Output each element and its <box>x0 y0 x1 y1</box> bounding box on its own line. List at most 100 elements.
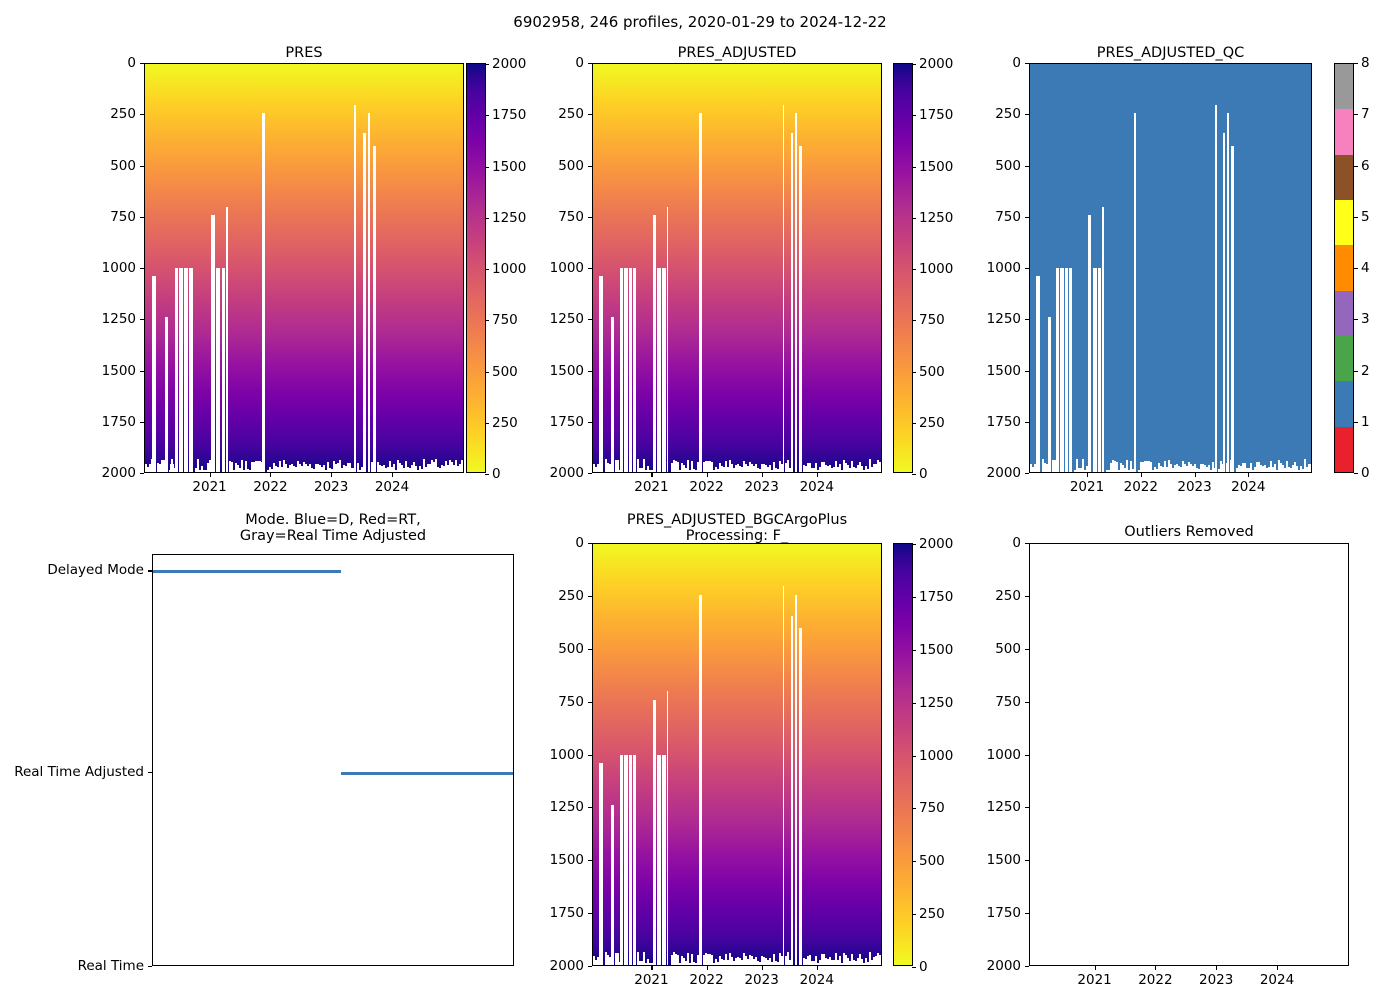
colorbar-tick-mark <box>912 914 916 916</box>
bottom-noise-tick <box>1270 460 1272 472</box>
bottom-noise-tick <box>1242 463 1244 472</box>
bottom-noise-tick <box>671 955 673 965</box>
bottom-noise-tick <box>1222 463 1224 472</box>
bottom-noise-tick <box>1292 465 1294 472</box>
bottom-noise-tick <box>725 461 727 472</box>
bottom-noise-tick <box>651 469 653 472</box>
bottom-noise-tick <box>765 465 767 472</box>
bottom-noise-tick <box>823 461 825 472</box>
bottom-noise-tick <box>1114 461 1116 472</box>
bottom-noise-tick <box>609 464 611 472</box>
bottom-noise-tick <box>785 956 787 965</box>
y-tick-label: 1500 <box>986 362 1021 379</box>
colorbar-tick-mark <box>485 269 489 271</box>
y-tick-mark <box>1025 421 1029 423</box>
bottom-noise-tick <box>201 466 203 472</box>
data-gap-column <box>599 762 603 965</box>
bottom-noise-tick <box>829 464 831 472</box>
pres-heatmap-raster <box>145 64 463 472</box>
bottom-noise-tick <box>877 952 879 965</box>
qc-heatmap-raster <box>1030 64 1311 472</box>
data-gap-column <box>657 268 662 472</box>
data-gap-column <box>632 268 637 472</box>
bottom-noise-tick <box>385 467 387 472</box>
bottom-noise-tick <box>771 469 773 472</box>
data-gap-column <box>363 133 366 472</box>
bottom-noise-tick <box>1208 465 1210 472</box>
bottom-noise-tick <box>767 959 769 965</box>
bgcargoplus-heatmap-raster <box>593 544 881 965</box>
bottom-noise-tick <box>1226 463 1228 472</box>
data-gap-column <box>628 268 632 472</box>
bottom-noise-tick <box>1260 465 1262 472</box>
bottom-noise-tick <box>703 954 705 965</box>
bottom-noise-tick <box>709 953 711 965</box>
x-tick-mark <box>816 966 818 970</box>
colorbar-tick-label: 250 <box>919 906 945 923</box>
bottom-noise-tick <box>1246 467 1248 472</box>
bottom-noise-tick <box>1254 467 1256 472</box>
bottom-noise-tick <box>681 463 683 472</box>
bottom-noise-tick <box>859 461 861 472</box>
bottom-noise-tick <box>605 459 607 472</box>
bottom-noise-tick <box>1130 461 1132 472</box>
bottom-noise-tick <box>145 463 147 472</box>
qc-colorbar-tick-label: 0 <box>1361 465 1370 481</box>
bottom-noise-tick <box>399 462 401 472</box>
colorbar-tick-label: 250 <box>919 414 945 431</box>
bottom-noise-tick <box>671 462 673 472</box>
y-tick-mark <box>588 648 592 650</box>
bottom-noise-tick <box>431 460 433 472</box>
colorbar-tick-mark <box>485 371 489 373</box>
panel-bgcargoplus-title: PRES_ADJUSTED_BGCArgoPlus Processing: F_ <box>592 512 882 544</box>
bottom-noise-tick <box>261 461 263 472</box>
colorbar-tick-label: 1250 <box>919 694 954 711</box>
y-tick-label: 1000 <box>986 260 1021 276</box>
y-tick-label: 1000 <box>101 260 136 276</box>
bottom-noise-tick <box>325 469 327 472</box>
bottom-noise-tick <box>1106 470 1108 472</box>
colorbar-tick-mark <box>912 702 916 704</box>
panel-pres: PRES <box>144 45 464 485</box>
bottom-noise-tick <box>597 956 599 965</box>
bottom-noise-tick <box>735 957 737 965</box>
bottom-noise-tick <box>195 468 197 472</box>
bottom-noise-tick <box>727 959 729 965</box>
y-tick-mark <box>140 473 144 475</box>
data-gap-column <box>188 268 193 472</box>
bottom-noise-tick <box>845 462 847 472</box>
mode-line-delayed <box>153 570 342 573</box>
y-tick-label: 2000 <box>986 958 1021 974</box>
colorbar-tick-mark <box>912 217 916 219</box>
bottom-noise-tick <box>737 463 739 472</box>
colorbar-tick-mark <box>485 217 489 219</box>
bottom-noise-tick <box>879 954 881 965</box>
bottom-noise-tick <box>1194 463 1196 472</box>
panel-pres-adjusted-qc-title: PRES_ADJUSTED_QC <box>1096 45 1245 61</box>
bottom-noise-tick <box>827 466 829 472</box>
y-tick-label: 750 <box>995 693 1021 710</box>
data-gap-column <box>215 268 221 472</box>
data-gap-column <box>1092 268 1097 472</box>
bottom-noise-tick <box>723 466 725 472</box>
bottom-noise-tick <box>821 954 823 965</box>
bottom-noise-tick <box>1214 468 1216 472</box>
x-tick-label: 2024 <box>1259 972 1295 988</box>
colorbar-tick-mark <box>485 320 489 322</box>
y-tick-mark <box>1025 966 1029 968</box>
bottom-noise-tick <box>811 467 813 472</box>
x-tick-label: 2021 <box>634 479 669 495</box>
bottom-noise-tick <box>615 953 617 965</box>
bottom-noise-tick <box>1230 459 1232 472</box>
colorbar-tick-label: 1000 <box>492 261 527 277</box>
colorbar-tick-label: 0 <box>492 466 501 482</box>
y-tick-mark <box>1025 114 1029 116</box>
bottom-noise-tick <box>403 468 405 472</box>
bottom-noise-tick <box>1166 466 1168 472</box>
bottom-noise-tick <box>727 466 729 472</box>
bottom-noise-tick <box>743 953 745 965</box>
bottom-noise-tick <box>871 467 873 472</box>
colorbar-tick-label: 1250 <box>492 209 527 226</box>
bottom-noise-tick <box>231 461 233 472</box>
bottom-noise-tick <box>649 963 651 965</box>
